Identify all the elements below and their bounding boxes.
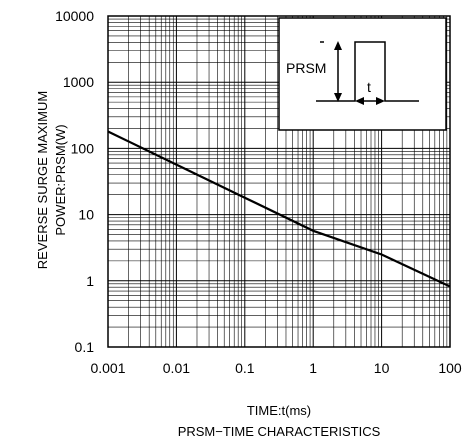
x-tick-label: 0.001 [90,360,125,376]
tick-labels: 0.001 0.01 0.1 1 10 100 0.1 1 10 100 1000 10000 [55,8,462,376]
inset-arrowhead-down [334,93,342,102]
inset-prsm-label: PRSM [286,60,326,76]
inset-box [278,17,447,131]
y-axis-label-line1: REVERSE SURGE MAXIMUM [35,91,50,269]
y-tick-label: 100 [71,140,95,156]
y-tick-label: 1000 [63,74,94,90]
inset-arrowhead-up [334,41,342,50]
x-tick-label: 0.1 [235,360,255,376]
y-tick-label: 0.1 [75,339,95,355]
series-layer [107,130,451,288]
x-tick-label: 100 [438,360,462,376]
inset-pulse-line [316,41,419,102]
inset-t-label: t [367,79,371,95]
x-axis-label: TIME:t(ms) [247,403,311,418]
inset-arrowhead-left [355,97,364,105]
series-line [107,130,451,288]
inset-arrowhead-right [376,97,385,105]
chart-title: PRSM−TIME CHARACTERISTICS [178,424,381,439]
y-tick-label: 1 [86,273,94,289]
y-axis-label-line2: POWER:PRSM(W) [53,124,68,235]
x-tick-label: 10 [374,360,390,376]
y-tick-label: 10000 [55,8,94,24]
inset-pulse-diagram: PRSM t [278,17,447,131]
x-tick-label: 0.01 [163,360,190,376]
x-tick-label: 1 [309,360,317,376]
plot-border [107,15,451,348]
plot-frame [107,15,451,348]
y-tick-label: 10 [78,207,94,223]
